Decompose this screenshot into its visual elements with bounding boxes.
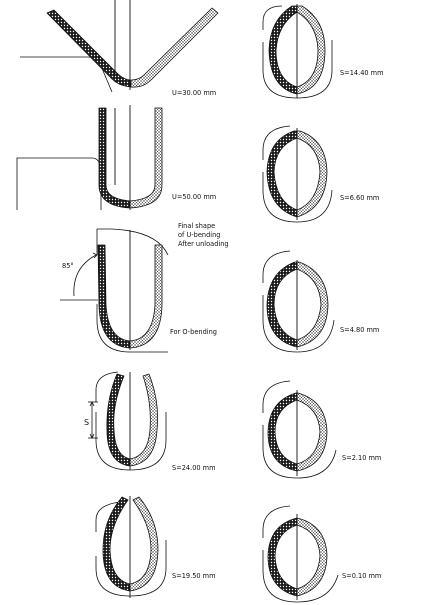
stage-r-s01: S=0.10 mm	[262, 505, 381, 603]
dark-strip	[266, 130, 298, 218]
light-strip	[296, 130, 328, 218]
o-die-outline	[262, 380, 337, 479]
dark-strip	[106, 373, 131, 467]
label-u30: U=30.00 mm	[172, 89, 216, 97]
s-arrowhead-top	[89, 401, 95, 407]
light-strip	[130, 7, 219, 88]
label-r-s48: S=4.80 mm	[340, 326, 379, 334]
stage-r-s66: S=6.60 mm	[262, 125, 379, 223]
dark-strip	[268, 5, 298, 95]
label-u50: U=50.00 mm	[172, 193, 216, 201]
label-s195: S=19.50 mm	[172, 572, 216, 580]
label-final-shape-2: of U-bending	[178, 231, 220, 239]
dark-strip	[98, 107, 131, 209]
stage-r-s48: S=4.80 mm	[262, 250, 379, 353]
o-die-outline	[262, 125, 333, 223]
dark-strip	[46, 9, 132, 88]
light-strip	[129, 496, 159, 592]
stage-s24: S S=24.00 mm	[84, 371, 216, 472]
stage-u30: U=30.00 mm	[20, 0, 219, 97]
light-strip	[296, 261, 329, 348]
stage-s195: S=19.50 mm	[95, 496, 216, 598]
angle-arc	[73, 254, 97, 297]
punch-outline	[96, 228, 169, 256]
light-strip	[129, 107, 163, 209]
label-o-bending: For O-bending	[170, 328, 217, 336]
light-strip	[296, 5, 326, 95]
label-s24: S=24.00 mm	[172, 464, 216, 472]
light-strip	[296, 517, 328, 597]
label-angle: 85°	[62, 262, 74, 270]
label-final-shape-3: After unloading	[178, 240, 229, 248]
o-die-outline	[96, 304, 168, 353]
label-r-s144: S=14.40 mm	[340, 69, 384, 77]
angle-arrowhead	[92, 252, 98, 259]
light-strip	[296, 392, 328, 472]
light-strip	[129, 244, 163, 349]
label-s-marker: S	[84, 418, 89, 427]
stage-final-u: 85° Final shape of U-bending After unloa…	[60, 222, 229, 353]
label-final-shape-1: Final shape	[178, 222, 215, 230]
label-r-s01: S=0.10 mm	[342, 572, 381, 580]
stage-r-s144: S=14.40 mm	[262, 4, 384, 99]
stage-u50: U=50.00 mm	[16, 105, 216, 210]
dark-strip	[267, 392, 298, 472]
stage-r-s21: S=2.10 mm	[262, 380, 381, 479]
dark-strip	[267, 517, 298, 597]
light-strip	[129, 373, 159, 467]
s-arrowhead-bottom	[89, 433, 95, 439]
o-die-outline	[262, 505, 339, 603]
dark-strip	[97, 244, 131, 349]
dark-strip	[102, 496, 131, 592]
label-r-s66: S=6.60 mm	[340, 194, 379, 202]
die-outline	[16, 157, 102, 210]
o-die-outline	[262, 250, 335, 353]
dark-strip	[266, 261, 298, 348]
label-r-s21: S=2.10 mm	[342, 454, 381, 462]
